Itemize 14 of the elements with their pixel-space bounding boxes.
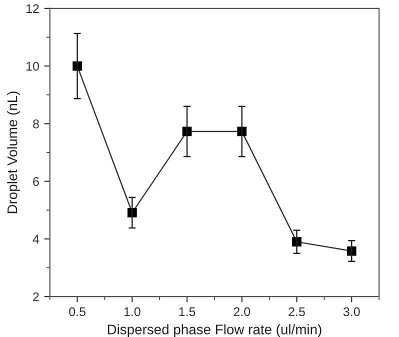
x-tick-label: 0.5 [69,307,86,316]
x-tick-label: 1.5 [179,307,196,316]
y-axis-title: Droplet Volume (nL) [7,92,20,214]
y-tick-label: 8 [33,119,39,128]
y-tick-label: 4 [32,234,40,244]
y-tick-label: 2 [33,292,39,302]
x-tick-label: 1.0 [124,307,140,316]
x-tick-label: 2.5 [288,307,305,316]
y-tick-label: 12 [26,4,39,13]
y-tick-label: 10 [26,62,39,71]
y-tick-label: 6 [33,177,39,186]
x-tick-label: 2.0 [234,307,250,316]
x-axis-title: Dispersed phase Flow rate (ul/min) [108,324,322,337]
x-tick-label: 3.0 [343,307,360,316]
